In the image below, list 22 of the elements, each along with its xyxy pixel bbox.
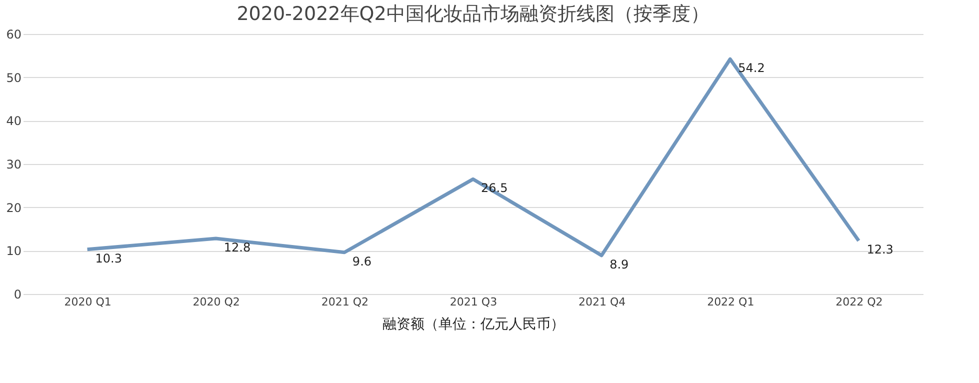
data-label: 12.8 (224, 240, 251, 255)
y-tick-label: 10 (6, 244, 22, 258)
y-tick-label: 60 (6, 28, 22, 42)
data-label: 9.6 (352, 254, 372, 268)
x-tick-label: 2020 Q1 (64, 296, 112, 308)
x-tick-label: 2021 Q4 (578, 296, 626, 308)
y-tick-label: 40 (6, 114, 22, 128)
data-label: 8.9 (610, 257, 629, 272)
x-tick-label: 2021 Q2 (321, 296, 369, 308)
y-tick-label: 50 (6, 70, 22, 85)
chart-title: 2020-2022年Q2中国化妆品市场融资折线图（按季度） (236, 3, 710, 25)
data-label: 10.3 (95, 251, 122, 266)
x-tick-label: 2022 Q1 (707, 296, 754, 308)
data-label: 12.3 (866, 242, 894, 257)
x-tick-label: 2021 Q3 (450, 296, 498, 308)
x-tick-label: 2022 Q2 (836, 296, 883, 308)
y-tick-label: 0 (14, 288, 22, 302)
y-tick-label: 20 (6, 200, 22, 215)
x-axis-title: 融资额（单位：亿元人民币） (382, 316, 564, 332)
y-tick-label: 30 (6, 158, 22, 172)
data-label: 54.2 (738, 61, 765, 76)
x-tick-label: 2020 Q2 (192, 296, 240, 308)
